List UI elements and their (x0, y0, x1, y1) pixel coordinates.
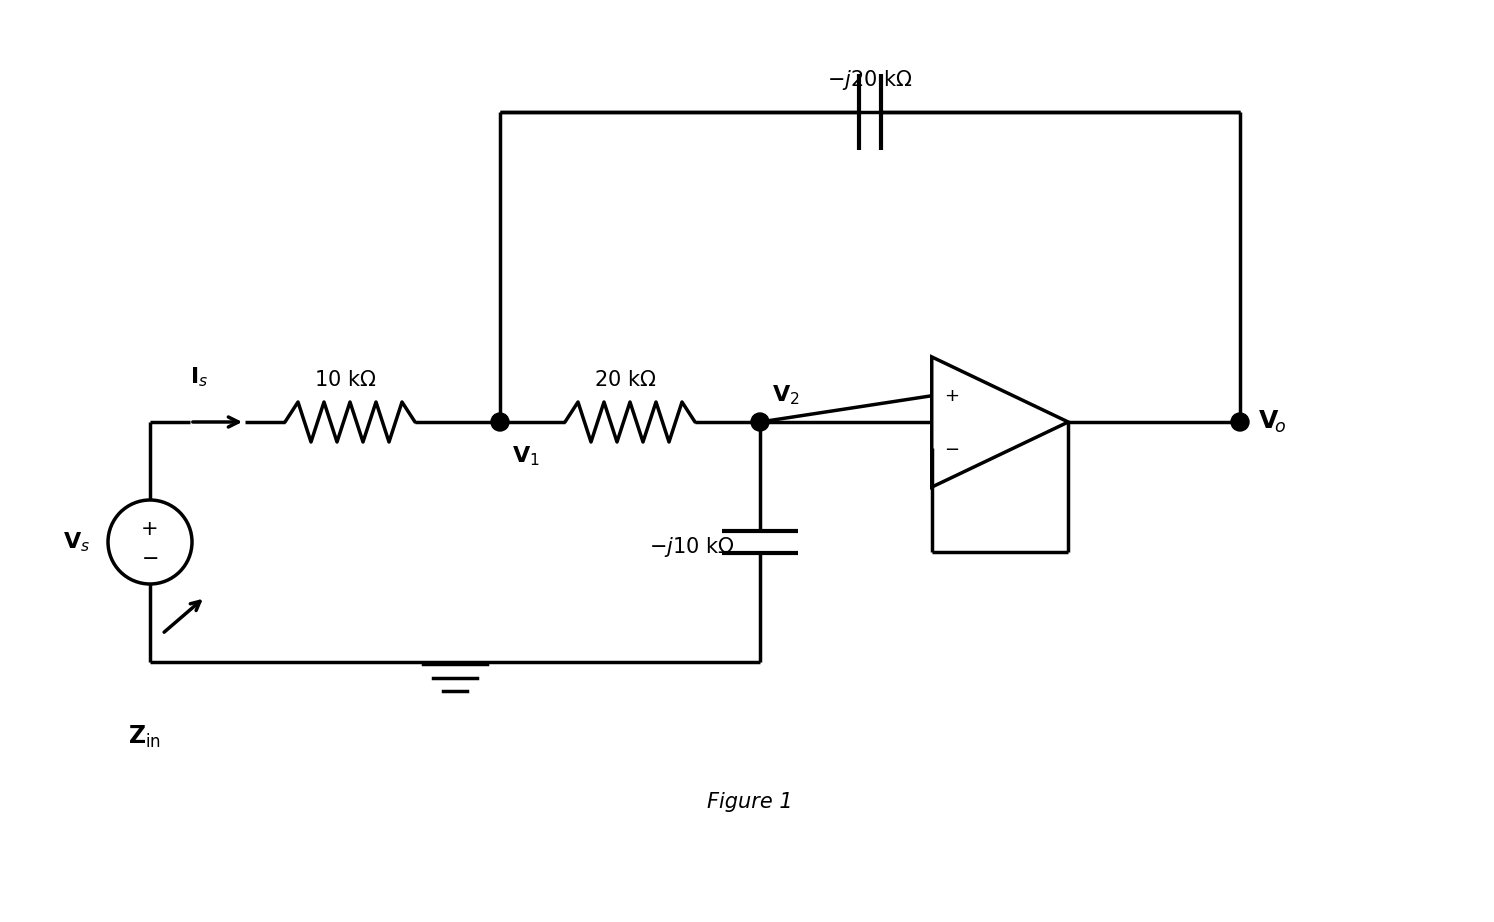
Text: $-$: $-$ (944, 439, 959, 457)
Text: +: + (142, 519, 158, 539)
Text: 10 k$\Omega$: 10 k$\Omega$ (314, 370, 376, 390)
Text: $\mathbf{V}_1$: $\mathbf{V}_1$ (512, 444, 539, 467)
Text: Figure 1: Figure 1 (707, 792, 793, 812)
Text: +: + (944, 386, 959, 405)
Text: $\mathbf{V}_s$: $\mathbf{V}_s$ (63, 530, 90, 554)
Text: 20 k$\Omega$: 20 k$\Omega$ (593, 370, 656, 390)
Text: $-j$10 k$\Omega$: $-j$10 k$\Omega$ (650, 535, 735, 559)
Text: $\mathbf{V}_2$: $\mathbf{V}_2$ (772, 384, 799, 407)
Text: $-j$20 k$\Omega$: $-j$20 k$\Omega$ (828, 68, 913, 92)
Text: $\mathbf{Z}_{\mathrm{in}}$: $\mathbf{Z}_{\mathrm{in}}$ (128, 724, 161, 751)
Text: $-$: $-$ (142, 547, 158, 567)
Circle shape (1231, 413, 1249, 431)
Circle shape (492, 413, 509, 431)
Circle shape (751, 413, 769, 431)
Text: $\mathbf{V}_{\!o}$: $\mathbf{V}_{\!o}$ (1258, 408, 1286, 435)
Text: $\mathbf{I}_s$: $\mathbf{I}_s$ (190, 365, 208, 389)
